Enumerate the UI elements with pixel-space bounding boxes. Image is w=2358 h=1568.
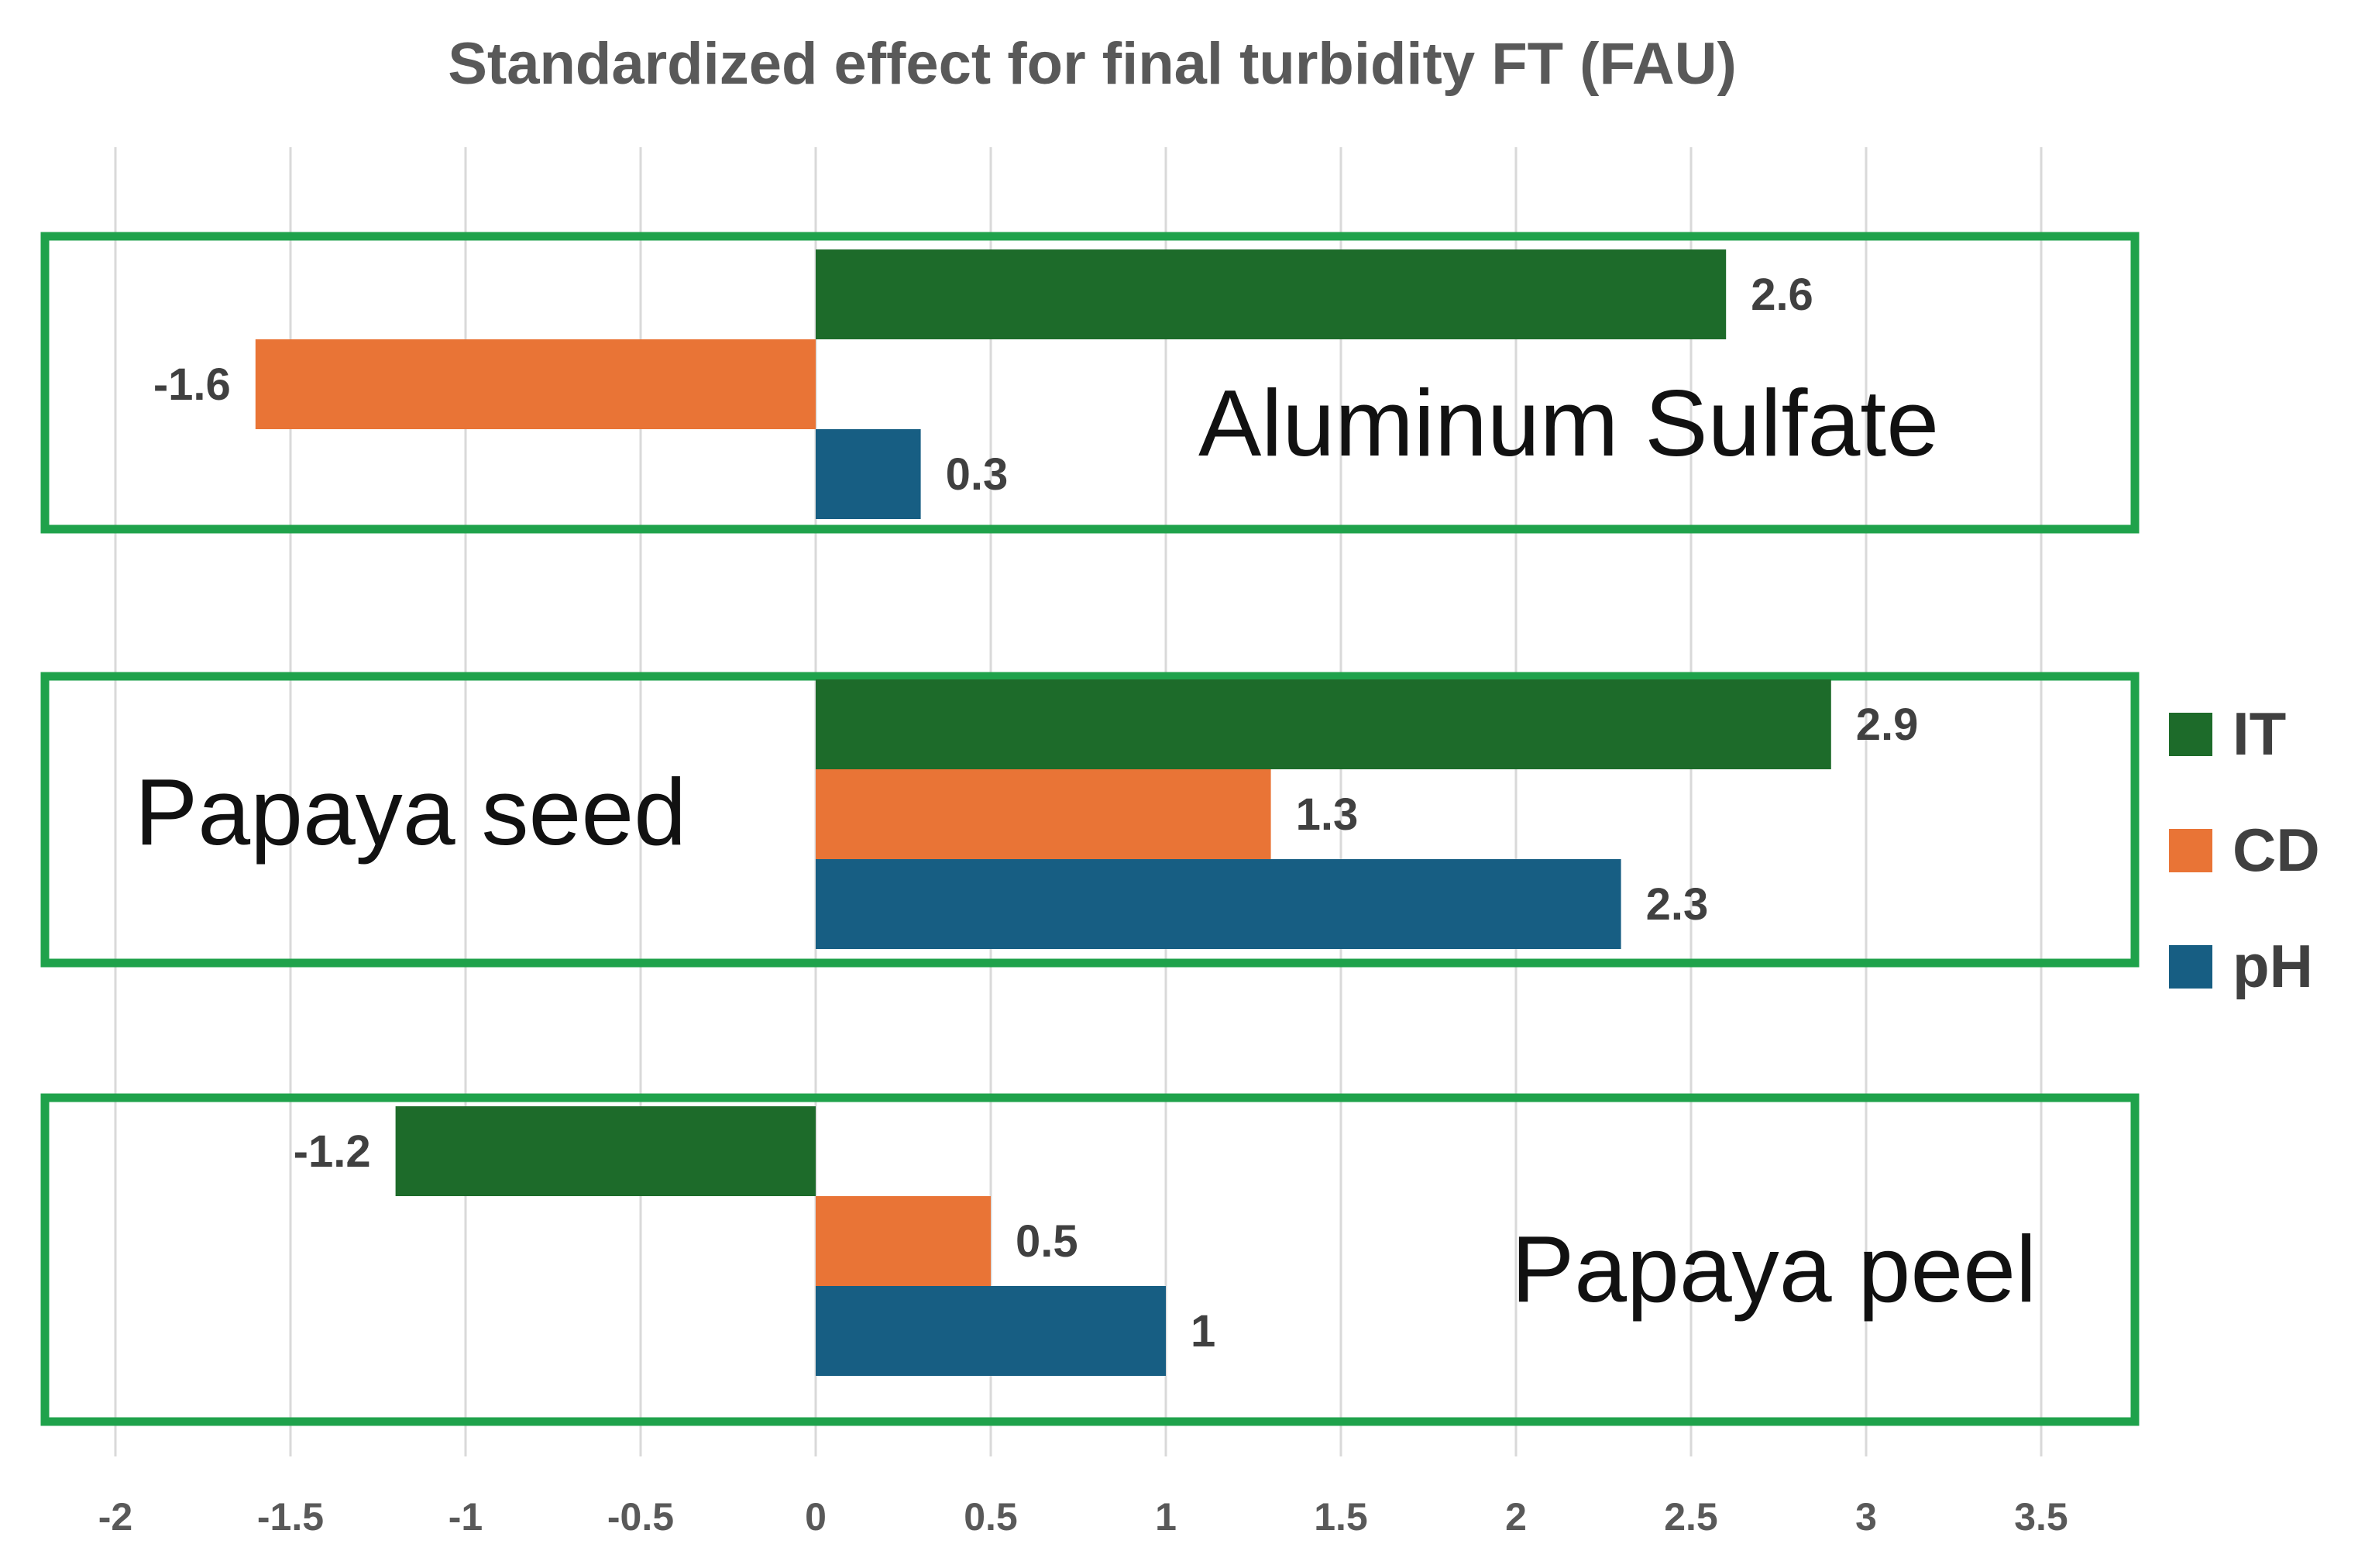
x-axis-ticks: -2 -1.5 -1 -0.5 0 0.5 1 1.5 2 2.5 3 3.5 (98, 1495, 2068, 1539)
group-box (40, 1093, 2140, 1426)
legend-swatch (2169, 829, 2212, 872)
x-tick-label: 1.5 (1314, 1495, 1368, 1539)
x-tick-label: -1.5 (257, 1495, 324, 1539)
x-tick-label: 0 (805, 1495, 827, 1539)
bar-cd (255, 339, 816, 429)
group-label: Papaya peel (1511, 1216, 2037, 1322)
bar-cd (816, 769, 1271, 859)
legend-swatch (2169, 713, 2212, 756)
data-label: 2.9 (1856, 700, 1919, 750)
data-label: 1.3 (1296, 789, 1359, 840)
data-label: 1 (1191, 1306, 1215, 1357)
group-label: Aluminum Sulfate (1198, 370, 1939, 476)
legend: IT CD pH (2169, 700, 2320, 1000)
data-label: 2.6 (1751, 270, 1813, 320)
data-labels: 2.6 -1.6 0.3 2.9 1.3 2.3 -1.2 0.5 1 (153, 270, 1919, 1357)
x-tick-label: 3 (1855, 1495, 1877, 1539)
x-tick-label: 1 (1155, 1495, 1177, 1539)
bar-it (816, 249, 1727, 339)
data-label: -1.6 (153, 359, 231, 410)
legend-label: IT (2233, 700, 2286, 768)
bar-ph (816, 859, 1621, 949)
legend-label: CD (2233, 816, 2320, 884)
bar-ph (816, 1286, 1166, 1376)
bars (255, 249, 1831, 1376)
x-tick-label: -2 (98, 1495, 132, 1539)
group-label: Papaya seed (135, 759, 686, 865)
data-label: 2.3 (1646, 879, 1709, 930)
x-tick-label: 3.5 (2014, 1495, 2068, 1539)
x-tick-label: 0.5 (964, 1495, 1018, 1539)
group-boxes: Aluminum Sulfate Papaya seed Papaya peel (40, 232, 2140, 1426)
bar-cd (816, 1196, 991, 1286)
bar-it (395, 1106, 816, 1196)
bar-ph (816, 429, 921, 519)
group-box (40, 672, 2140, 968)
group-box (40, 232, 2140, 534)
data-label: -1.2 (294, 1126, 371, 1177)
legend-label: pH (2233, 932, 2313, 1000)
bar-it (816, 679, 1831, 769)
x-tick-label: -0.5 (607, 1495, 674, 1539)
legend-swatch (2169, 945, 2212, 989)
x-tick-label: 2 (1505, 1495, 1527, 1539)
data-label: 0.5 (1016, 1216, 1078, 1267)
data-label: 0.3 (946, 449, 1009, 500)
x-tick-label: 2.5 (1664, 1495, 1718, 1539)
chart-title: Standardized effect for final turbidity … (448, 31, 1737, 97)
x-tick-label: -1 (449, 1495, 483, 1539)
